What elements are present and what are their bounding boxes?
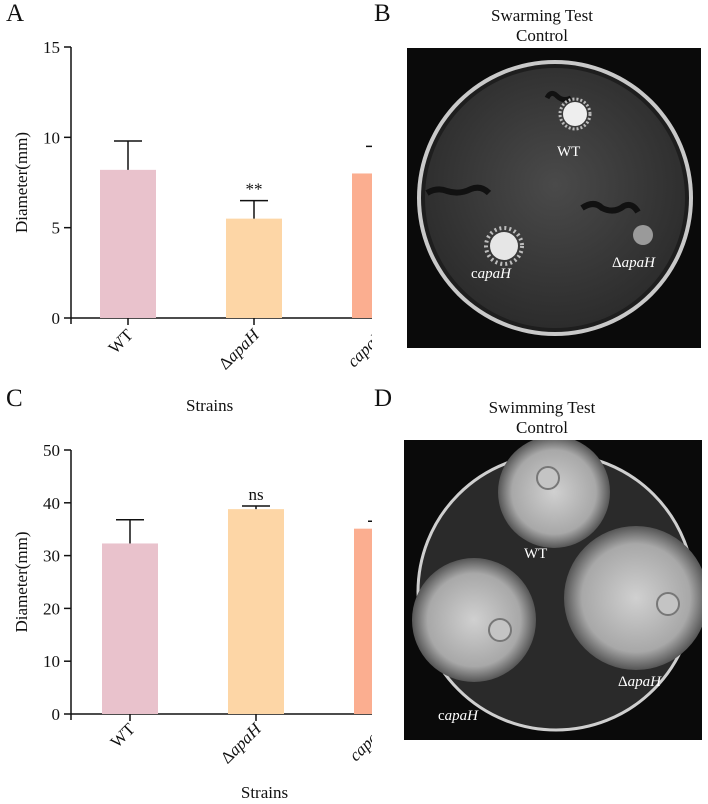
- colony-comp: [490, 232, 518, 260]
- y-tick-label: 0: [52, 309, 61, 328]
- swarming-plate-drawing: WT capaH ΔapaH: [417, 60, 693, 336]
- swimming-plate-image: WT ΔapaH capaH: [404, 440, 702, 740]
- y-tick-label: 20: [43, 599, 60, 618]
- bar: [226, 218, 282, 318]
- plate-label-comp: capaH: [438, 708, 479, 724]
- plate-label-mut: ΔapaH: [618, 674, 662, 690]
- marker-scribble: [425, 184, 492, 196]
- chart-c: 01020304050Diameter(mm)WTnsΔapaHnscapaHS…: [12, 441, 372, 802]
- panel-letter-c: C: [6, 385, 23, 412]
- significance-label: **: [246, 180, 263, 199]
- colony-wt-edge: [558, 97, 592, 131]
- y-tick-label: 0: [52, 705, 61, 724]
- y-tick-label: 5: [52, 219, 61, 238]
- y-tick-label: 40: [43, 494, 60, 513]
- chart-a-xlabel: Strains: [186, 396, 234, 415]
- y-tick-label: 15: [43, 38, 60, 57]
- swimming-plate-title: Swimming Test Control: [452, 398, 632, 438]
- inoculation-point: [536, 466, 560, 490]
- swarming-subtitle: Control: [516, 26, 568, 45]
- swim-zone-mut: [564, 526, 702, 670]
- x-tick-label: capaH: [343, 324, 372, 371]
- plate-label-comp: capaH: [471, 266, 512, 282]
- panel-letter-d: D: [374, 385, 393, 412]
- significance-label: ns: [248, 485, 263, 504]
- plate-label-mut: ΔapaH: [612, 255, 656, 271]
- bar: [228, 509, 284, 714]
- plate-label-wt: WT: [524, 546, 547, 562]
- panel-letter-a: A: [6, 0, 25, 27]
- y-tick-label: 30: [43, 547, 60, 566]
- x-tick-label: capaH: [345, 718, 372, 765]
- swim-zone-wt: [498, 440, 610, 548]
- marker-scribble: [544, 90, 573, 103]
- bar: [102, 543, 158, 714]
- inoculation-point: [488, 618, 512, 642]
- marker-scribble: [580, 201, 641, 214]
- x-tick-label: ΔapaH: [217, 718, 266, 767]
- x-tick-label: WT: [105, 325, 138, 358]
- colony-mut: [633, 225, 653, 245]
- swimming-title: Swimming Test: [488, 398, 596, 417]
- plate-agar: [425, 68, 685, 328]
- y-axis-label: Diameter(mm): [12, 531, 31, 632]
- x-tick-label: ΔapaH: [215, 324, 264, 373]
- inoculation-point: [656, 592, 680, 616]
- y-tick-label: 10: [43, 128, 60, 147]
- x-tick-label: WT: [107, 719, 140, 752]
- swarming-plate-title: Swarming Test Control: [452, 6, 632, 46]
- swimming-plate-drawing: WT ΔapaH capaH: [412, 440, 702, 732]
- swarming-title: Swarming Test: [491, 6, 593, 25]
- y-axis-label: Diameter(mm): [12, 132, 31, 233]
- y-tick-label: 10: [43, 652, 60, 671]
- panel-letter-b: B: [374, 0, 391, 27]
- y-tick-label: 50: [43, 441, 60, 460]
- swarming-plate-image: WT capaH ΔapaH: [407, 48, 701, 348]
- swimming-subtitle: Control: [516, 418, 568, 437]
- colony-wt: [563, 102, 587, 126]
- bar: [352, 173, 372, 318]
- plate-label-wt: WT: [557, 144, 580, 160]
- bar: [354, 528, 372, 714]
- x-axis-label: Strains: [241, 783, 288, 802]
- colony-comp-edge: [484, 226, 524, 266]
- bar: [100, 169, 156, 318]
- swim-zone-comp: [412, 558, 536, 682]
